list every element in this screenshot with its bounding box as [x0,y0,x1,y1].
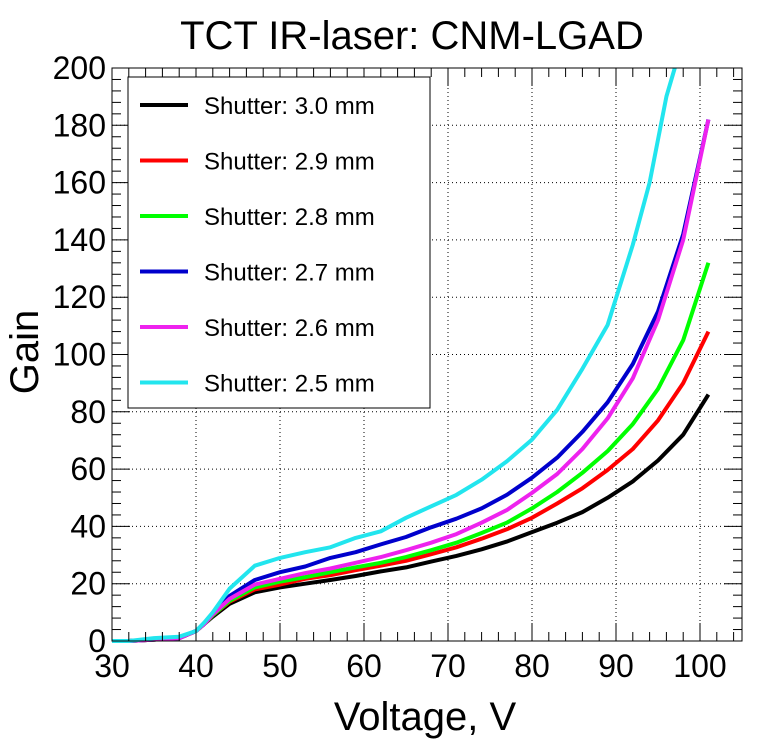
chart-title: TCT IR-laser: CNM-LGAD [180,14,644,58]
x-tick-label: 50 [262,648,298,684]
legend-box [127,76,431,409]
x-tick-label: 30 [94,648,130,684]
legend: Shutter: 3.0 mm Shutter: 2.9 mm Shutter: 2… [127,76,431,409]
x-axis-label: Voltage, V [334,695,517,739]
legend-label-1: Shutter: 3.0 mm [204,93,375,120]
y-tick-label: 40 [70,508,106,544]
y-tick-label: 160 [53,165,106,201]
y-tick-label: 120 [53,279,106,315]
y-tick-label: 20 [70,566,106,602]
legend-label-5: Shutter: 2.6 mm [204,315,375,342]
y-tick-label: 80 [70,394,106,430]
x-tick-label: 100 [673,648,726,684]
legend-label-4: Shutter: 2.7 mm [204,260,375,287]
y-tick-label: 60 [70,451,106,487]
y-tick-label: 100 [53,337,106,373]
x-tick-label: 80 [514,648,550,684]
x-tick-label: 60 [346,648,382,684]
y-tick-label: 0 [88,623,106,659]
legend-label-6: Shutter: 2.5 mm [204,371,375,398]
y-tick-label: 180 [53,107,106,143]
tick-labels: 30 40 50 60 70 80 90 100 0 20 40 60 80 100 120 140 160 18… [53,50,727,684]
axis-ticks [111,67,742,642]
x-tick-label: 40 [178,648,214,684]
x-tick-label: 90 [598,648,634,684]
x-tick-label: 70 [430,648,466,684]
legend-label-2: Shutter: 2.9 mm [204,149,375,176]
data-series [112,67,711,643]
series-line-6 [112,67,677,643]
y-tick-label: 200 [53,50,106,86]
legend-label-3: Shutter: 2.8 mm [204,204,375,231]
y-axis-label: Gain [3,310,47,395]
y-tick-label: 140 [53,222,106,258]
